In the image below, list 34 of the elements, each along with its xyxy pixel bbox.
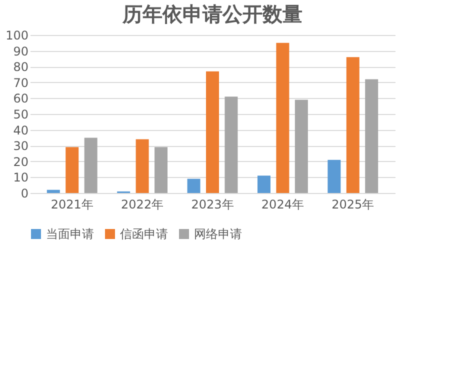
y-tick-label: 20 [13,154,28,169]
bar [346,57,360,193]
y-tick-label: 90 [13,44,28,58]
x-tick-label: 2022年 [121,198,164,212]
legend-label: 信函申请 [120,227,168,241]
y-tick-label: 70 [13,76,28,90]
bar [187,178,200,193]
y-tick-label: 30 [13,139,28,154]
y-tick-label: 10 [13,170,28,185]
y-tick-label: 100 [6,28,28,42]
chart-title: 历年依申请公开数量 [122,2,302,26]
legend-label: 当面申请 [46,227,94,241]
bar [66,147,79,193]
y-tick-label: 0 [20,186,28,200]
bar [257,176,270,193]
y-tick-label: 50 [13,108,28,122]
bar [328,160,341,193]
bar [294,100,308,193]
bar [154,147,168,193]
bar [224,96,238,193]
y-tick-label: 40 [13,123,28,138]
bar [365,79,378,193]
bar [46,190,60,193]
x-tick-label: 2023年 [191,198,234,212]
x-tick-label: 2024年 [261,198,304,212]
y-tick-label: 60 [13,92,28,106]
x-tick-label: 2025年 [332,198,374,212]
bar [206,71,219,193]
y-tick-label: 80 [13,60,28,74]
x-tick-label: 2021年 [50,198,94,212]
bar [136,139,149,193]
bar [276,42,290,193]
legend-label: 网络申请 [194,227,242,241]
bar [84,138,98,193]
